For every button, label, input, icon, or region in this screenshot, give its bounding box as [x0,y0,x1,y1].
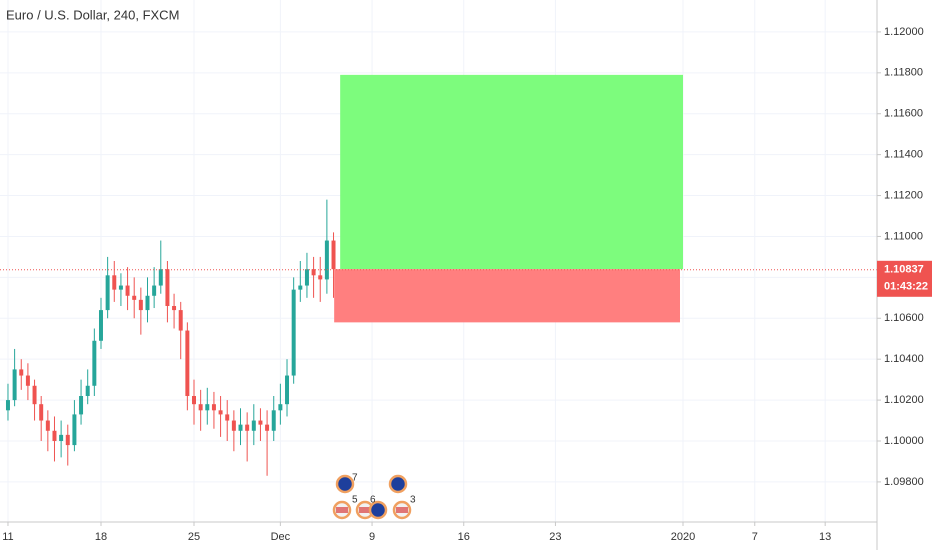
y-tick-label: 1.10200 [884,394,924,406]
y-tick-label: 1.11000 [884,230,923,242]
candle-body [72,414,77,446]
event-icon [388,474,408,494]
candle-body [271,410,276,431]
candle-body [265,424,270,431]
candle-body [304,269,309,286]
candle-body [198,404,203,411]
last-price-label: 1.10837 [884,264,924,276]
x-tick-label: 13 [819,531,831,543]
candle-body [5,400,10,411]
candle-body [39,404,44,421]
x-tick-label: 9 [369,531,375,543]
candle-body [331,240,336,270]
candle-body [324,240,329,280]
candle-body [79,396,84,415]
countdown: 01:43:22 [884,281,928,293]
candle-body [251,420,256,431]
candle-body [258,420,263,425]
candle-body [138,299,143,311]
x-tick-label: 23 [549,531,561,543]
y-tick-label: 1.11600 [884,108,923,120]
x-tick-label: 7 [752,531,758,543]
event-count: 3 [410,495,416,506]
y-tick-label: 1.12000 [884,26,924,38]
candle-body [205,404,210,411]
y-tick-label: 1.11800 [884,67,923,79]
y-tick-label: 1.10600 [884,312,924,324]
candle-body [19,369,24,376]
candle-body [158,269,163,286]
event-flag [396,507,408,513]
candle-body [12,369,17,401]
candle-body [145,295,150,311]
y-tick-label: 1.10000 [884,435,924,447]
candle-body [298,285,303,290]
y-tick-label: 1.11200 [884,189,923,201]
y-tick-label: 1.10400 [884,353,924,365]
event-count: 6 [370,495,376,506]
candle-body [318,275,323,280]
axes: 1.09800 1.10000 1.10200 1.10400 1.10600 1.108… [2,26,932,543]
candle-body [285,375,290,405]
candle-body [125,285,130,296]
x-tick-label: Dec [271,531,291,543]
event-flag [359,507,371,513]
candle-body [178,310,183,331]
candle-body [59,434,64,441]
candle-body [65,434,70,446]
x-tick-label: 16 [458,531,470,543]
candle-body [92,340,97,386]
event-count: 5 [352,495,358,506]
candle-body [165,269,170,306]
x-tick-label: 2020 [671,531,695,543]
candle-body [45,420,50,431]
x-tick-label: 25 [188,531,200,543]
candle-body [245,424,250,431]
candle-body [152,285,157,296]
candle-body [192,396,196,405]
last-price-badge [877,260,932,297]
chart-title: Euro / U.S. Dollar, 240, FXCM [6,7,179,22]
x-tick-label: 18 [95,531,107,543]
candle-body [105,275,110,311]
candle-body [132,295,137,300]
candle-body [238,424,243,431]
stop-zone [334,269,680,323]
candle-body [218,410,223,415]
candle-body [185,330,190,396]
event-icon [368,500,388,520]
candle-body [231,420,236,431]
target-zone [340,74,683,270]
candle-body [172,306,177,311]
y-tick-label: 1.09800 [884,476,924,488]
candle-body [85,385,90,396]
candle-body [211,404,216,411]
candle-body [118,285,123,290]
event-count: 7 [352,473,358,484]
candle-body [25,375,30,386]
candle-body [291,289,296,376]
candle-body [52,430,57,441]
candle-body [112,275,117,290]
x-tick-label: 11 [2,531,13,543]
y-tick-label: 1.11400 [884,149,923,161]
candle-body [225,414,230,421]
candle-body [98,310,103,341]
plot: 7 5 6 3 [0,74,877,520]
candle-body [311,269,316,276]
event-icon [335,474,355,494]
candle-body [278,404,283,411]
event-flag [336,507,348,513]
candle-body [32,385,37,405]
